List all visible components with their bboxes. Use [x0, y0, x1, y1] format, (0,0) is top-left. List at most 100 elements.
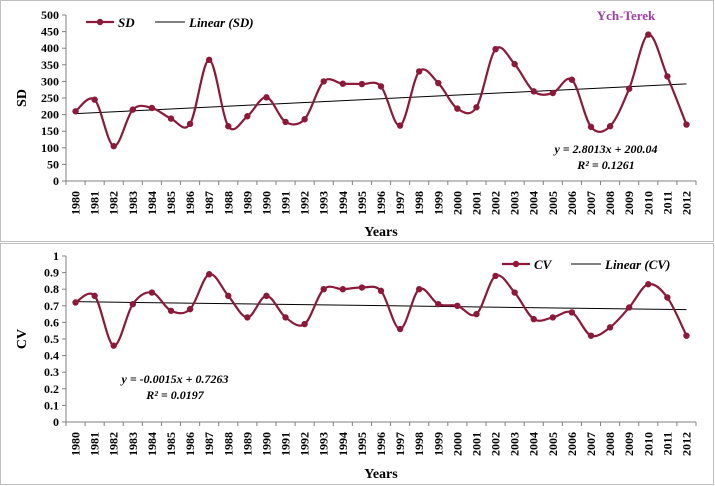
- y-tick-label: 0: [53, 415, 59, 429]
- legend-series-label: CV: [534, 257, 553, 272]
- x-tick-label: 1999: [431, 432, 445, 456]
- x-tick-label: 2010: [641, 191, 655, 215]
- legend-trend-label: Linear (SD): [188, 15, 254, 30]
- x-axis-label: Years: [364, 225, 398, 240]
- data-point: [129, 300, 137, 308]
- data-point: [205, 56, 213, 64]
- data-point: [225, 123, 232, 130]
- x-tick-label: 1980: [69, 432, 83, 456]
- x-tick-label: 1998: [412, 191, 426, 215]
- x-tick-label: 2003: [508, 191, 522, 215]
- x-tick-label: 2005: [546, 432, 560, 456]
- data-point: [91, 96, 98, 103]
- data-point: [435, 300, 442, 308]
- x-tick-label: 1991: [279, 191, 293, 215]
- data-point: [110, 142, 117, 150]
- x-tick-label: 1991: [279, 432, 293, 456]
- x-tick-label: 2006: [565, 191, 579, 215]
- data-point: [606, 123, 614, 130]
- y-axis-label: SD: [15, 89, 30, 107]
- x-tick-label: 1989: [240, 191, 254, 215]
- data-point: [377, 83, 385, 90]
- data-point: [358, 284, 366, 291]
- y-tick-label: 200: [41, 108, 59, 122]
- x-tick-label: 1981: [88, 191, 102, 215]
- x-tick-label: 1984: [145, 432, 159, 456]
- x-tick-label: 1992: [298, 432, 312, 456]
- y-tick-label: 150: [41, 124, 59, 138]
- data-point: [263, 94, 270, 101]
- data-point: [282, 314, 289, 321]
- x-tick-label: 1997: [393, 432, 407, 456]
- data-point: [377, 287, 385, 295]
- x-tick-label: 2011: [660, 191, 674, 214]
- data-point: [91, 292, 98, 300]
- x-axis-label: Years: [364, 467, 398, 482]
- data-point: [530, 88, 537, 95]
- x-tick-label: 2000: [450, 432, 464, 456]
- x-tick-label: 1983: [126, 432, 140, 456]
- station-name: Ych-Terek: [597, 8, 656, 23]
- y-tick-label: 400: [41, 41, 59, 55]
- x-tick-label: 1987: [202, 191, 216, 215]
- x-tick-label: 1980: [69, 191, 83, 215]
- data-point: [320, 286, 327, 293]
- x-tick-label: 2000: [450, 191, 464, 215]
- data-point: [244, 314, 251, 321]
- x-tick-label: 2001: [469, 432, 483, 456]
- r-squared: R² = 0.1261: [576, 158, 634, 172]
- data-point: [263, 292, 270, 300]
- data-point: [587, 123, 595, 131]
- data-point: [511, 289, 518, 296]
- x-tick-label: 1988: [221, 191, 235, 215]
- x-tick-label: 1993: [317, 191, 331, 215]
- x-tick-label: 2005: [546, 191, 560, 215]
- x-tick-label: 1993: [317, 432, 331, 456]
- legend-series-label: SD: [118, 15, 135, 30]
- y-tick-label: 0.9: [44, 266, 59, 280]
- data-point: [282, 118, 289, 126]
- y-tick-label: 50: [47, 157, 59, 171]
- data-point: [645, 281, 652, 288]
- y-tick-label: 450: [41, 25, 59, 39]
- x-tick-label: 1996: [374, 432, 388, 456]
- x-tick-label: 2010: [641, 432, 655, 456]
- x-tick-label: 2009: [622, 191, 636, 215]
- data-point: [606, 324, 614, 331]
- y-tick-label: 250: [41, 91, 59, 105]
- data-point: [339, 286, 347, 293]
- x-tick-label: 1987: [202, 432, 216, 456]
- x-tick-label: 2002: [489, 191, 503, 215]
- x-tick-label: 2001: [469, 191, 483, 215]
- x-tick-label: 1984: [145, 191, 159, 215]
- y-tick-label: 500: [41, 8, 59, 22]
- data-point: [72, 108, 79, 115]
- data-point: [148, 104, 156, 112]
- x-tick-label: 2003: [508, 432, 522, 456]
- x-tick-label: 2007: [584, 432, 598, 456]
- legend-trend-label: Linear (CV): [604, 257, 670, 272]
- data-point: [645, 31, 652, 38]
- x-tick-label: 1990: [259, 432, 273, 456]
- chart-frame-cv: [0, 243, 714, 485]
- data-point: [415, 68, 423, 75]
- data-point: [415, 286, 423, 293]
- trendline: [75, 83, 687, 115]
- x-tick-label: 1988: [221, 432, 235, 456]
- data-point: [186, 305, 194, 313]
- data-point: [549, 89, 557, 97]
- y-tick-label: 1: [53, 249, 59, 263]
- data-point: [683, 121, 690, 128]
- data-point: [225, 292, 232, 300]
- x-tick-label: 2012: [679, 191, 693, 215]
- data-point: [568, 309, 576, 316]
- trend-equation: y = -0.0015x + 0.7263: [120, 372, 229, 386]
- data-point: [396, 122, 404, 129]
- x-tick-label: 1996: [374, 191, 388, 215]
- data-point: [320, 78, 327, 85]
- sd-chart: 0 50 100 150 200 250 300 350 400 450 500 1980 1981 19…: [15, 8, 697, 240]
- x-tick-label: 2011: [660, 432, 674, 455]
- data-point: [129, 106, 137, 113]
- data-point: [396, 325, 404, 333]
